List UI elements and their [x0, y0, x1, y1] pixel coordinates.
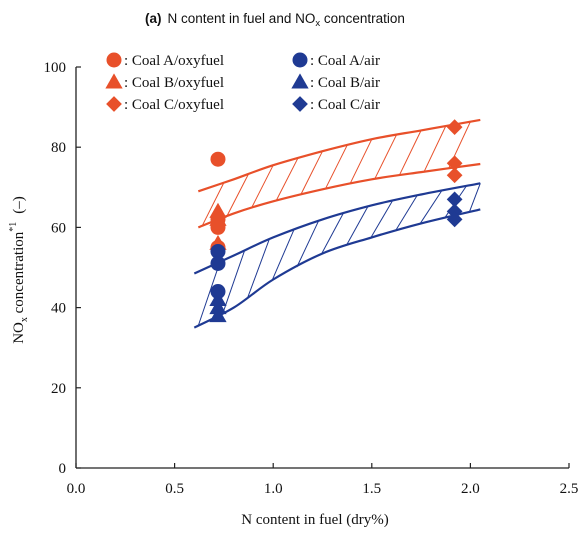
legend-label: : Coal C/air: [310, 97, 380, 113]
y-label-subscript: x: [19, 317, 30, 322]
band-air: [193, 182, 481, 329]
legend-label: : Coal C/oxyfuel: [124, 97, 224, 113]
diamond-marker: [446, 167, 463, 184]
chart-title: (a) N content in fuel and NOx concentrati…: [145, 11, 405, 29]
series-5: [446, 191, 463, 228]
x-tick-label: 2.0: [461, 481, 480, 497]
axes: 0.0 0.5 1.0 1.5 2.0 2.5 0 20 40 60 80 100: [44, 60, 579, 497]
hatch-line: [197, 261, 221, 326]
diamond-marker: [446, 119, 463, 136]
legend-label: : Coal B/air: [310, 75, 380, 91]
y-tick-label: 40: [51, 301, 66, 317]
x-axis-label: N content in fuel (dry%): [241, 512, 388, 528]
y-label-superscript: *1: [8, 222, 19, 232]
band-lower-curve: [197, 162, 481, 229]
hatch-line: [395, 195, 418, 231]
triangle-marker: [209, 298, 227, 315]
diamond-marker: [446, 155, 463, 172]
y-label-rest: concentration: [11, 231, 27, 317]
circle-marker: [210, 243, 226, 259]
band-oxyfuel: [197, 118, 481, 229]
hatch-line: [345, 206, 369, 247]
series-2: [446, 119, 463, 184]
hatch-line: [247, 239, 270, 298]
legend-circle-marker: [292, 52, 308, 68]
legend-triangle-marker: [291, 73, 309, 89]
data-points: [209, 119, 463, 323]
x-tick-label: 0.0: [67, 481, 86, 497]
hatch-line: [398, 130, 422, 176]
circle-marker: [210, 255, 226, 271]
title-suffix: concentration: [320, 11, 405, 26]
diamond-marker: [446, 211, 463, 228]
hatch-line: [201, 182, 225, 227]
hatch-line: [419, 190, 443, 224]
hatched-bands: [193, 118, 481, 329]
circle-marker: [210, 151, 226, 167]
hatch-line: [374, 134, 397, 180]
legend-label: : Coal B/oxyfuel: [124, 75, 224, 91]
series-3: [210, 243, 226, 300]
hatch-line: [349, 138, 373, 184]
hatch-line: [423, 125, 447, 172]
legend-label: : Coal A/oxyfuel: [124, 53, 224, 69]
hatch-line: [271, 229, 295, 281]
y-label-unit: (–): [11, 196, 27, 214]
legend-label: : Coal A/air: [310, 53, 380, 69]
legend-diamond-marker: [106, 96, 122, 112]
hatch-line: [321, 213, 344, 255]
y-tick-label: 100: [44, 60, 67, 76]
x-tick-label: 1.5: [362, 481, 381, 497]
hatch-line: [251, 164, 274, 209]
triangle-marker: [209, 306, 227, 323]
legend-circle-marker: [106, 52, 122, 68]
title-subscript: x: [315, 18, 320, 29]
hatch-line: [275, 157, 299, 201]
triangle-marker: [209, 210, 227, 226]
triangle-marker: [209, 202, 227, 218]
hatch-line: [226, 173, 249, 217]
legend-triangle-marker: [105, 73, 123, 89]
diamond-marker: [446, 203, 463, 220]
hatch-line: [370, 200, 393, 238]
y-label-main: NO: [11, 322, 27, 344]
hatch-line: [468, 183, 481, 213]
title-text: N content in fuel and NO: [168, 11, 316, 26]
x-tick-label: 2.5: [560, 481, 579, 497]
hatch-line: [300, 150, 323, 195]
band-upper-curve: [197, 118, 481, 193]
band-upper-curve: [193, 182, 481, 275]
legend-diamond-marker: [292, 96, 308, 112]
diamond-marker: [446, 191, 463, 208]
y-axis-label: NOx concentration*1 (–): [8, 196, 30, 344]
hatch-line: [222, 250, 246, 314]
hatch-line: [296, 220, 320, 268]
y-tick-label: 80: [51, 140, 66, 156]
y-tick-label: 0: [59, 461, 67, 477]
x-tick-label: 0.5: [165, 481, 184, 497]
y-tick-label: 60: [51, 220, 66, 236]
band-lower-curve: [193, 208, 481, 329]
series-4: [209, 290, 227, 323]
y-tick-label: 20: [51, 381, 66, 397]
title-panel-tag: (a): [145, 11, 162, 26]
x-tick-label: 1.0: [264, 481, 283, 497]
hatch-line: [325, 144, 348, 189]
triangle-marker: [209, 290, 227, 307]
legend: : Coal A/oxyfuel : Coal B/oxyfuel : Coal C…: [105, 52, 380, 113]
